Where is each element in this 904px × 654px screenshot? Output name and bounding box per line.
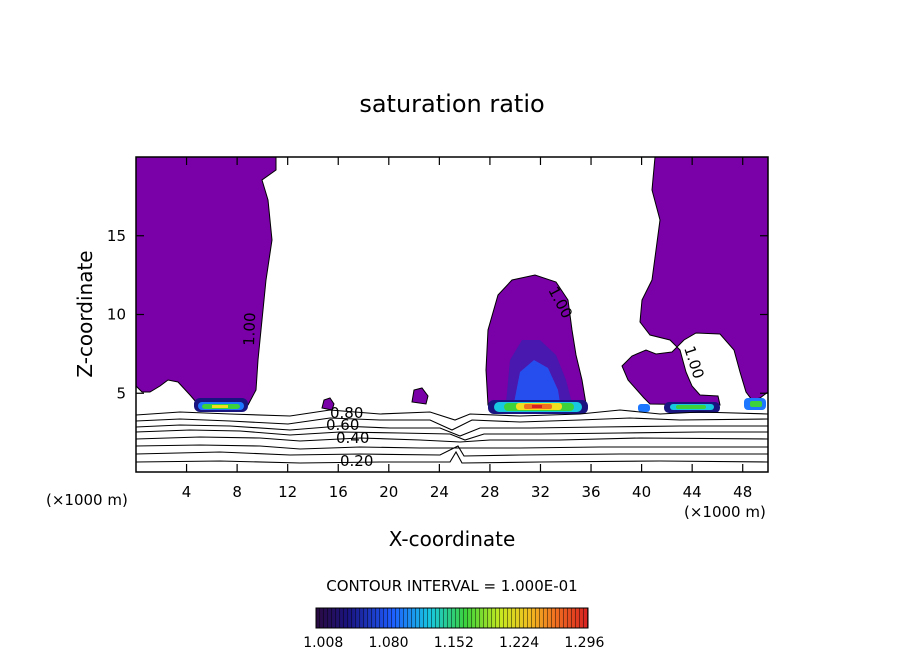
contour-field: 0.20 0.40 0.60 0.80 1.00 1.00 1.00: [136, 157, 768, 470]
colorbar-tick-label: 1.224: [499, 635, 539, 651]
saturated-blob-small-2: [411, 387, 429, 405]
y-tick-label: 15: [107, 227, 126, 245]
saturated-region-right: [621, 157, 768, 406]
x-axis-ticks: 4 8 12 16 20 24 28 32 36 40 44 48: [182, 157, 752, 501]
y-axis-label: Z-coordinate: [73, 250, 97, 377]
x-tick-label: 4: [182, 483, 192, 501]
x-tick-label: 36: [581, 483, 600, 501]
contour-lines: [136, 409, 768, 464]
x-tick-label: 12: [278, 483, 297, 501]
colorbar-frame: [315, 607, 589, 629]
contour-label-100-left: 1.00: [240, 312, 259, 346]
y-unit-label: (×1000 m): [46, 491, 128, 509]
colorbar-tick-label: 1.080: [368, 635, 408, 651]
colorbar-tick-label: 1.008: [303, 635, 343, 651]
cloud-base-left: [194, 398, 248, 412]
contour-label-080: 0.80: [330, 404, 363, 422]
x-tick-label: 28: [480, 483, 499, 501]
x-tick-label: 24: [430, 483, 449, 501]
x-tick-label: 20: [379, 483, 398, 501]
y-tick-label: 10: [107, 306, 126, 324]
colorbar-tick-label: 1.152: [434, 635, 474, 651]
contour-interval-note: CONTOUR INTERVAL = 1.000E-01: [326, 577, 577, 595]
contour-label-060: 0.60: [326, 416, 359, 434]
cloud-base-center: [488, 340, 588, 414]
x-axis-label: X-coordinate: [389, 527, 516, 551]
x-unit-label: (×1000 m): [684, 503, 766, 521]
colorbar-tick-label: 1.296: [564, 635, 604, 651]
colorbar-tick-labels: 1.008 1.080 1.152 1.224 1.296: [303, 635, 604, 651]
x-tick-label: 48: [733, 483, 752, 501]
x-tick-label: 44: [683, 483, 702, 501]
saturated-region-left: [136, 157, 277, 407]
x-tick-label: 40: [632, 483, 651, 501]
x-tick-label: 32: [531, 483, 550, 501]
chart-title: saturation ratio: [359, 90, 544, 118]
x-tick-label: 16: [329, 483, 348, 501]
y-axis-ticks: 5 10 15: [107, 227, 768, 402]
cloud-base-right: [638, 398, 766, 413]
x-tick-label: 8: [232, 483, 242, 501]
contour-label-040: 0.40: [336, 429, 369, 447]
y-tick-label: 5: [116, 384, 126, 402]
colorbar-stripes: [316, 608, 588, 628]
contour-label-020: 0.20: [340, 452, 373, 470]
